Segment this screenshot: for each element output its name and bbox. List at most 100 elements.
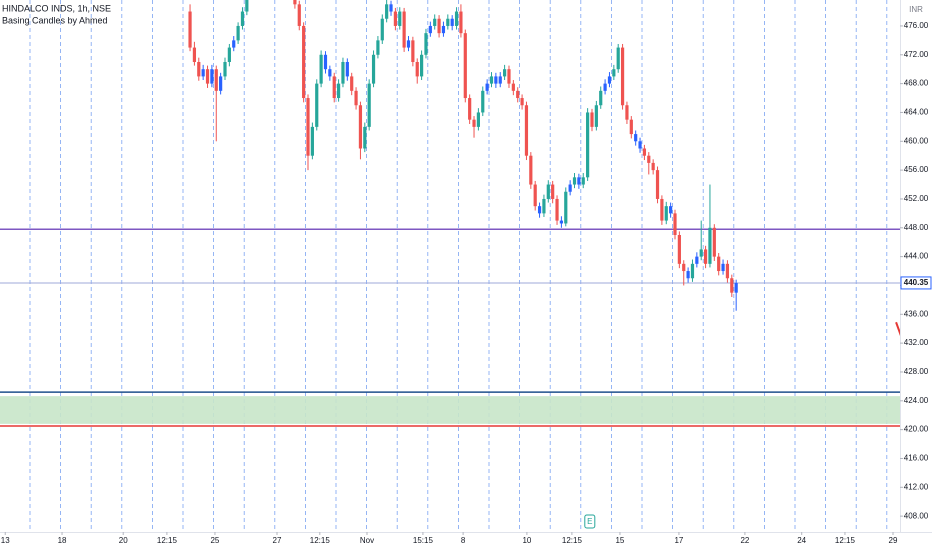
x-tick-label: 22 (740, 536, 749, 545)
candle-body (730, 278, 734, 293)
candle-body (520, 98, 524, 106)
candle-body (498, 76, 502, 84)
candle-body (406, 40, 411, 48)
candle-body (197, 61, 201, 77)
candle-body (454, 11, 459, 26)
candle-body (489, 76, 494, 84)
candle-body (205, 69, 210, 84)
candle-body (354, 90, 358, 106)
candle-body (586, 112, 590, 178)
candle-body (315, 83, 319, 127)
y-tick-label: 476.00 (904, 21, 929, 30)
candle-body (481, 90, 485, 113)
candle-body (332, 76, 336, 99)
candle-body (402, 11, 406, 48)
candle-body (677, 235, 681, 264)
x-tick-label: Nov (360, 536, 374, 545)
candle-body (389, 4, 393, 12)
y-tick-label: 424.00 (904, 396, 929, 405)
y-tick-label: 444.00 (904, 252, 929, 261)
candle-body (590, 112, 594, 127)
candle-body (380, 18, 384, 41)
candle-body (328, 69, 332, 77)
x-tick-label: 24 (797, 536, 806, 545)
candle-body (511, 83, 515, 91)
candle-body (485, 83, 489, 91)
candle-body (629, 119, 633, 135)
candle-body (690, 263, 695, 279)
y-tick-label: 420.00 (904, 425, 929, 434)
candle-body (350, 76, 354, 91)
candle-body (214, 69, 218, 91)
candle-body (302, 25, 306, 99)
candle-body (437, 18, 441, 34)
x-tick-label: 25 (210, 536, 219, 545)
candle-body (533, 184, 537, 207)
y-tick-label: 412.00 (904, 482, 929, 491)
candle-body (345, 61, 349, 77)
candle-body (703, 249, 708, 264)
candle-body (227, 47, 231, 62)
candle-body (411, 40, 415, 62)
candle-body (293, 0, 297, 5)
candle-body (638, 141, 642, 149)
candle-body (708, 227, 712, 264)
indicator-name: Basing Candles by Ahmed (2, 15, 108, 25)
candle-body (441, 25, 446, 34)
candle-body (551, 184, 555, 199)
y-tick-label: 456.00 (904, 165, 929, 174)
x-tick-label: 10 (522, 536, 531, 545)
candle-body (240, 11, 245, 26)
candle-body (603, 83, 607, 91)
candle-body (699, 249, 703, 257)
candle-body (472, 119, 476, 127)
candle-body (594, 105, 598, 127)
candle-body (336, 83, 341, 99)
candle-body (428, 25, 432, 34)
candle-body (192, 47, 197, 62)
candle-body (319, 54, 323, 84)
x-tick-label: 15 (615, 536, 624, 545)
x-tick-label: 12:15 (157, 536, 178, 545)
candle-body (367, 83, 371, 127)
y-tick-label: 428.00 (904, 367, 929, 376)
candle-body (415, 61, 419, 77)
candle-body (201, 69, 205, 77)
candle-body (712, 227, 716, 257)
candle-body (420, 54, 424, 77)
candle-body (450, 18, 454, 26)
candle-body (577, 177, 581, 185)
candle-body (310, 126, 314, 156)
x-tick-label: 8 (461, 536, 466, 545)
candle-body (446, 18, 450, 26)
currency-label: INR (909, 5, 923, 14)
candle-body (717, 256, 721, 272)
x-tick-label: 13 (1, 536, 10, 545)
candle-body (634, 134, 638, 142)
candle-body (323, 54, 328, 70)
candle-body (236, 25, 240, 41)
y-tick-label: 468.00 (904, 79, 929, 88)
candle-body (616, 47, 620, 70)
y-tick-label: 472.00 (904, 50, 929, 59)
candle-body (555, 198, 559, 221)
candle-body (660, 198, 664, 221)
candle-body (297, 4, 301, 26)
candle-body (516, 90, 520, 99)
candle-body (210, 69, 214, 84)
y-tick-label: 436.00 (904, 309, 929, 318)
candle-body (459, 11, 463, 34)
candle-body (371, 54, 376, 84)
y-tick-label: 452.00 (904, 194, 929, 203)
candle-body (245, 0, 249, 12)
candle-body (524, 105, 529, 156)
x-tick-label: 29 (889, 536, 898, 545)
candle-body (695, 256, 699, 264)
y-tick-label: 432.00 (904, 338, 929, 347)
candle-body (463, 33, 467, 99)
candle-body (669, 206, 673, 214)
candle-body (503, 69, 507, 77)
candle-body (559, 220, 564, 224)
x-tick-label: 12:15 (562, 536, 583, 545)
candle-body (655, 170, 660, 199)
